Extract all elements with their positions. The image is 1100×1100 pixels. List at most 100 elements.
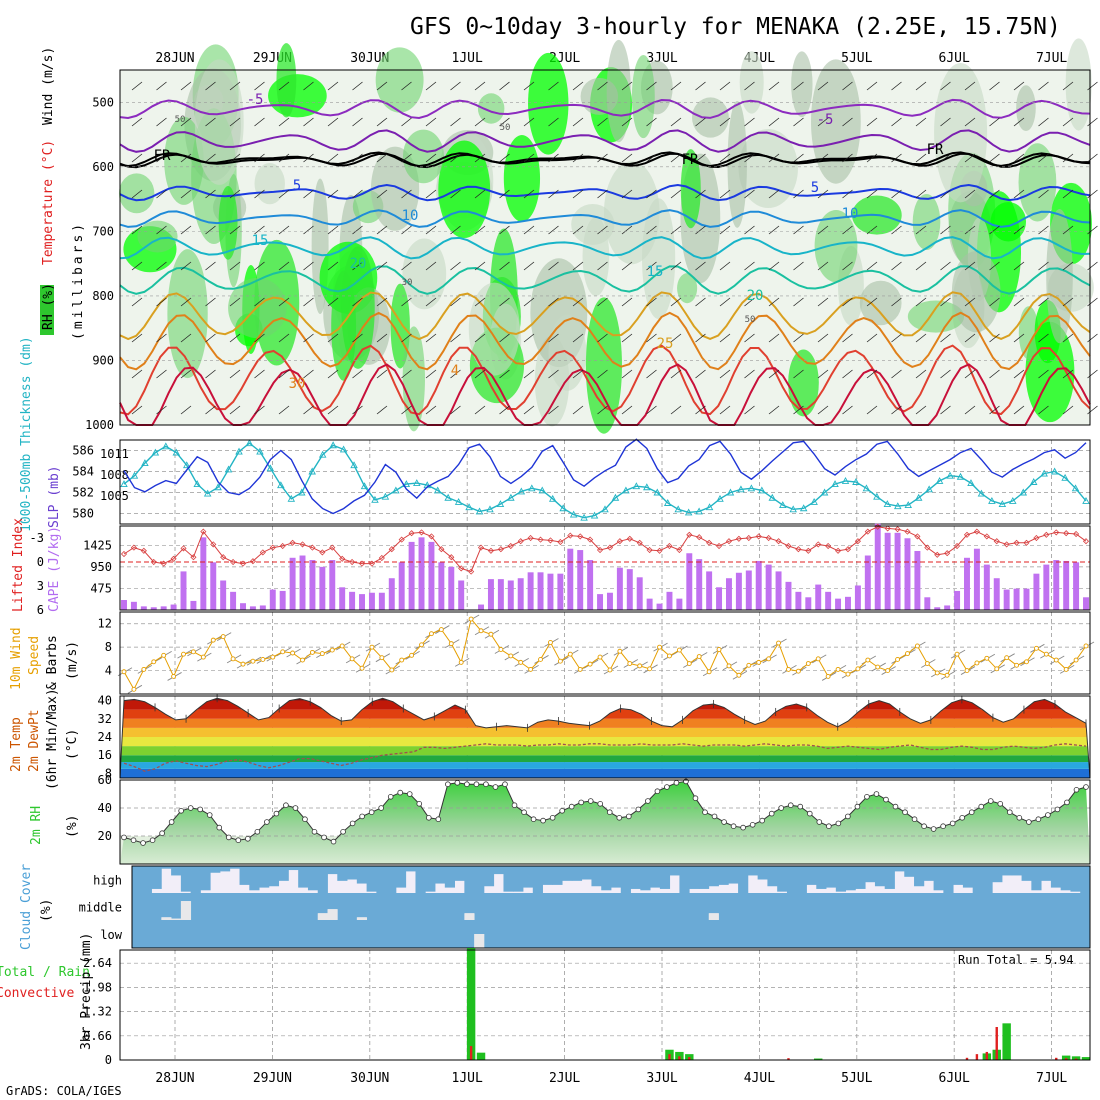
- wind-barb: [1087, 405, 1098, 415]
- temp-band: [120, 755, 1090, 763]
- cloud-bar: [151, 920, 162, 948]
- temp-band: [120, 718, 1090, 728]
- wind-barb: [597, 153, 608, 163]
- wind-speed-point: [399, 657, 405, 663]
- cloud-bar: [669, 920, 680, 948]
- wind-barb: [719, 297, 731, 307]
- wind-speed-point: [776, 640, 782, 646]
- day-label-bottom: 28JUN: [155, 1071, 194, 1086]
- contour-line: [119, 311, 1091, 371]
- cape-bar: [160, 606, 167, 610]
- wind-barb: [768, 225, 780, 235]
- rh-point: [187, 805, 194, 811]
- cape-bar: [894, 532, 901, 610]
- cloud-bar: [620, 920, 631, 948]
- wind-speed-point: [994, 666, 1000, 672]
- wind-barb: [131, 189, 143, 199]
- li-point: [1073, 530, 1080, 538]
- rh-shade-blob: [727, 100, 747, 228]
- cloud-bar: [552, 866, 563, 885]
- precip-conv-bar: [1055, 1057, 1058, 1060]
- cloud-bar: [806, 866, 817, 885]
- li-point: [239, 560, 247, 567]
- cape-bar: [319, 566, 326, 610]
- cloud-bar: [865, 866, 876, 883]
- cape-bar: [924, 597, 931, 610]
- wind-barb: [474, 333, 486, 343]
- cape-bar: [180, 571, 187, 610]
- wind-speed-point: [875, 664, 881, 670]
- wind-barb: [597, 261, 608, 271]
- wind-barb: [572, 297, 584, 307]
- cloud-bar: [982, 866, 993, 893]
- wind-barb: [646, 81, 657, 91]
- cape-bar: [656, 603, 663, 610]
- wind-speed-point: [260, 656, 266, 662]
- cloud-bar: [435, 893, 446, 920]
- cloud-bar: [395, 920, 407, 948]
- cloud-bar: [474, 866, 485, 893]
- cloud-bar: [171, 920, 182, 948]
- wind-barb: [278, 189, 290, 199]
- cape-bar: [725, 578, 732, 610]
- wind-barb: [1062, 117, 1074, 127]
- wind-speed-point: [974, 660, 980, 666]
- wind-speed-point: [220, 634, 226, 640]
- day-label-bottom: 1JUL: [452, 1071, 483, 1086]
- wind-speed-point: [885, 668, 891, 674]
- li-point: [527, 534, 534, 542]
- wind10m-unit-label: (m/s): [65, 641, 80, 680]
- rh-point: [473, 781, 480, 787]
- wind-frame: [119, 611, 1091, 695]
- wind-barb: [940, 369, 951, 379]
- rh-point: [273, 810, 280, 817]
- slp-line: [123, 438, 1087, 515]
- cloud-bar: [718, 920, 729, 948]
- cloud-bar: [474, 893, 485, 920]
- cloud-bar: [259, 920, 270, 948]
- rh-point: [606, 809, 613, 815]
- cloud-bar: [327, 920, 338, 948]
- wind-speed-point: [557, 658, 563, 664]
- cloud-bar: [757, 920, 768, 948]
- cloud-bar: [1002, 893, 1013, 920]
- cloud-bar: [1080, 893, 1091, 920]
- wind-barb: [866, 225, 878, 235]
- cloud-bar: [347, 893, 358, 920]
- cloud-bar: [229, 893, 240, 920]
- li-point: [954, 542, 961, 550]
- thickness-point: [590, 511, 599, 519]
- li-point: [1003, 541, 1010, 548]
- cloud-bar: [249, 893, 260, 920]
- wind-barb: [1038, 333, 1049, 343]
- temp-tick-label: 16: [98, 748, 112, 762]
- wind-barb: [401, 81, 412, 91]
- cloud-bar: [356, 920, 368, 948]
- cape-bar: [884, 532, 891, 610]
- precip-panel: Total / Rain Convective 3hr Precip (mm) …: [0, 933, 1091, 1067]
- rh-point: [149, 837, 156, 843]
- wind-barb: [450, 153, 461, 163]
- li-point: [1023, 539, 1030, 546]
- wind-barb: [670, 153, 682, 163]
- wind-barb: [940, 297, 951, 307]
- rh-shade-blob: [606, 39, 631, 143]
- day-label-top: 1JUL: [452, 51, 483, 66]
- cloud-bar: [962, 866, 974, 888]
- wind-tick-label: 12: [98, 617, 112, 631]
- wind-barb: [719, 81, 731, 91]
- cloud-bar: [161, 920, 172, 948]
- li-point: [834, 547, 842, 554]
- cloud-bar: [1070, 866, 1081, 892]
- precip-conv-bar: [995, 1027, 998, 1060]
- thickness-point: [182, 461, 191, 469]
- li-point: [398, 536, 405, 543]
- wind-barb: [523, 153, 535, 163]
- rh-point: [930, 826, 937, 832]
- cloud-bar: [777, 866, 788, 892]
- wind-barb: [695, 297, 706, 307]
- rh-point: [311, 828, 318, 835]
- wind-barb: [474, 405, 486, 415]
- contour-line: [119, 129, 1091, 153]
- li-point: [140, 547, 147, 554]
